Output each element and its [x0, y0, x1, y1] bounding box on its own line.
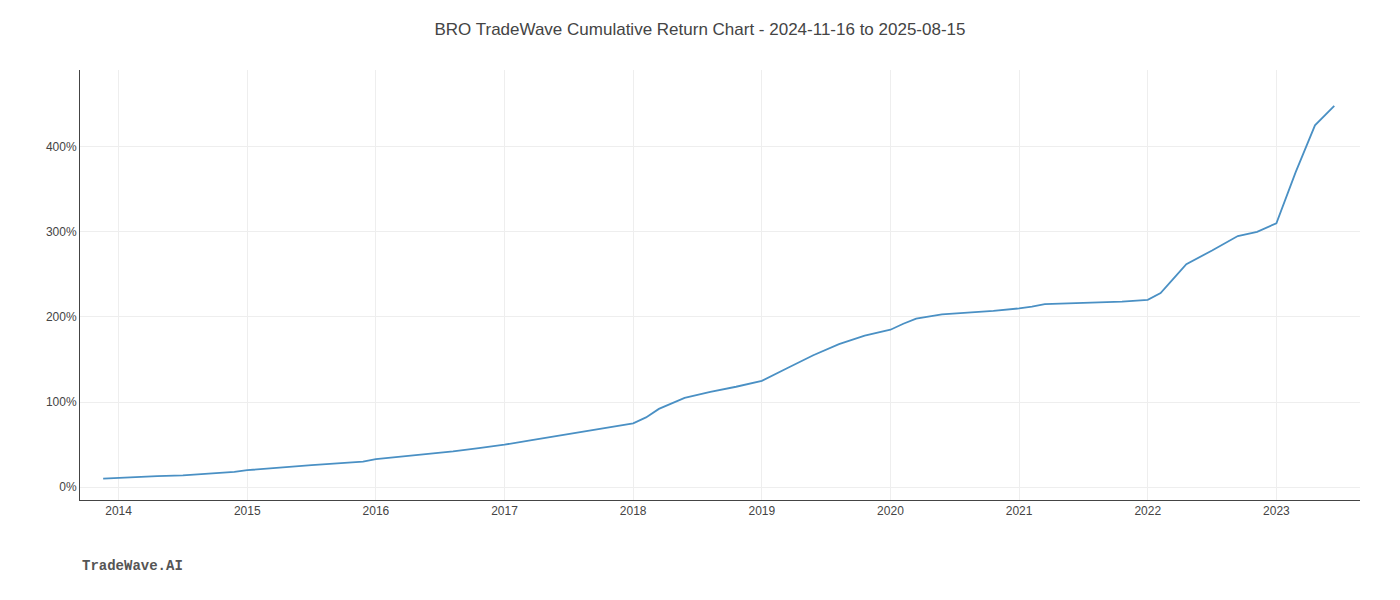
svg-text:BRO TradeWave Cumulative Retur: BRO TradeWave Cumulative Return Chart - … — [434, 20, 965, 39]
svg-text:400%: 400% — [46, 140, 77, 154]
svg-text:100%: 100% — [46, 395, 77, 409]
svg-text:2017: 2017 — [491, 504, 518, 518]
svg-text:300%: 300% — [46, 225, 77, 239]
svg-text:2018: 2018 — [620, 504, 647, 518]
svg-text:2021: 2021 — [1006, 504, 1033, 518]
svg-text:2016: 2016 — [363, 504, 390, 518]
svg-text:0%: 0% — [59, 480, 77, 494]
svg-text:200%: 200% — [46, 310, 77, 324]
svg-text:TradeWave.AI: TradeWave.AI — [82, 558, 183, 574]
svg-text:2023: 2023 — [1263, 504, 1290, 518]
svg-text:2015: 2015 — [234, 504, 261, 518]
svg-text:2020: 2020 — [877, 504, 904, 518]
svg-text:2019: 2019 — [748, 504, 775, 518]
svg-text:2022: 2022 — [1134, 504, 1161, 518]
svg-text:2014: 2014 — [105, 504, 132, 518]
